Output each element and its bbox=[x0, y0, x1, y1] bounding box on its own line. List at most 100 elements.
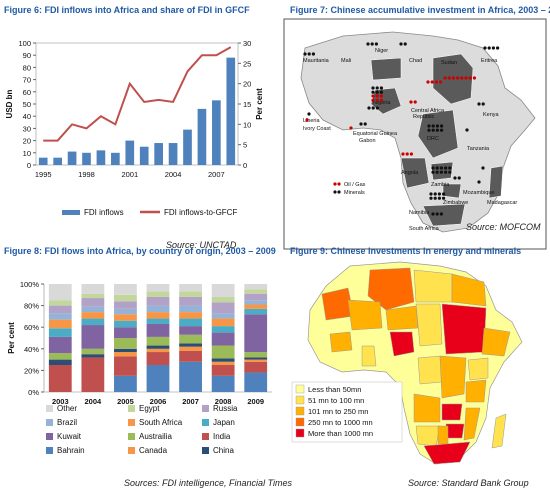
fig7-label-sudan: Sudan bbox=[441, 60, 457, 66]
fig6-ytick-label: 10 bbox=[23, 149, 31, 158]
fig7-investment-dot bbox=[431, 124, 435, 128]
fig9-region-south-africa bbox=[423, 441, 471, 465]
fig7-label-kenya: Kenya bbox=[483, 112, 500, 118]
fig8-segment bbox=[211, 358, 235, 362]
fig9-region-sudan bbox=[441, 303, 487, 355]
fig7-legend-oil-marker bbox=[333, 182, 337, 186]
fig7-investment-dot bbox=[435, 166, 439, 170]
fig6-xtick-label: 2001 bbox=[121, 170, 138, 179]
fig7-label-equatorial-guinea: Equatorial Guinea bbox=[353, 131, 398, 137]
fig7-label-south-africa: South Africa bbox=[409, 226, 440, 232]
fig7-label-mali: Mali bbox=[341, 58, 351, 64]
fig7-label-liberia: Liberia bbox=[303, 118, 320, 124]
fig7-investment-dot bbox=[303, 52, 307, 56]
fig7-label-angola: Angola bbox=[401, 170, 419, 176]
fig7-label-mauritania: Mauritania bbox=[303, 58, 330, 64]
fig9-region-algeria bbox=[367, 267, 415, 311]
fig7-investment-dot bbox=[448, 166, 452, 170]
fig7-region-niger bbox=[370, 57, 402, 81]
fig7-investment-dot bbox=[447, 76, 451, 80]
fig6-title: Figure 6: FDI inflows into Africa and sh… bbox=[4, 5, 250, 15]
fig7-investment-dots bbox=[303, 42, 500, 216]
fig6-bar bbox=[82, 152, 91, 165]
fig8-legend-swatch bbox=[46, 419, 53, 426]
fig7-investment-dot bbox=[439, 80, 443, 84]
fig8-xtick-label: 2009 bbox=[247, 397, 264, 406]
fig8-segment bbox=[114, 338, 137, 349]
fig8-segment bbox=[244, 300, 268, 305]
fig9-title: Figure 9: Chinese investments in energy … bbox=[290, 246, 522, 256]
fig7-label-central-africa: Central Africa bbox=[411, 108, 445, 114]
fig8-legend-label: Bahrain bbox=[57, 446, 85, 455]
fig7-map: Mauritania Mali Niger Chad Sudan Eritrea… bbox=[283, 18, 547, 250]
fig8-segment bbox=[244, 361, 268, 373]
fig7-label-namibia: Namibia bbox=[409, 210, 430, 216]
fig7-investment-dot bbox=[413, 100, 417, 104]
fig8-segment bbox=[244, 308, 268, 315]
fig7-label-zimbabwe: Zimbabwe bbox=[443, 200, 468, 206]
fig6-legend-marker-bars bbox=[62, 210, 80, 215]
fig8-segment bbox=[179, 350, 202, 362]
fig8-legend-label: Other bbox=[57, 404, 77, 413]
fig7-investment-dot bbox=[430, 80, 434, 84]
fig7-investment-dot bbox=[435, 170, 439, 174]
fig6-bar bbox=[139, 146, 149, 165]
fig6-legend-line: FDI inflows-to-GFCF bbox=[164, 208, 237, 217]
fig7-investment-dot bbox=[399, 42, 403, 46]
fig7-investment-dot bbox=[363, 122, 367, 126]
fig7-investment-dot bbox=[427, 128, 431, 132]
fig8-segment bbox=[114, 284, 137, 295]
fig8-segment bbox=[114, 352, 137, 357]
fig7-investment-dot bbox=[444, 170, 448, 174]
fig8-segment bbox=[211, 318, 235, 327]
fig9-region-drc bbox=[439, 355, 467, 399]
fig9-map: Less than 50mn 51 mn to 100 mn 101 mn to 2… bbox=[291, 261, 523, 465]
fig9-region-botswana bbox=[437, 425, 449, 445]
fig6-bar bbox=[111, 152, 120, 165]
fig7-label-zambia: Zambia bbox=[431, 182, 450, 188]
fig8-segment bbox=[81, 325, 105, 349]
fig8-segment bbox=[244, 304, 268, 309]
fig6-ytick-label: 80 bbox=[23, 63, 31, 72]
fig9-legend-swatch bbox=[295, 406, 305, 416]
fig7-region-south-africa bbox=[422, 203, 466, 227]
fig8-segment bbox=[48, 300, 72, 306]
fig7-investment-dot bbox=[496, 46, 500, 50]
fig6-bar bbox=[168, 143, 178, 165]
fig9-legend-label: More than 1000 mn bbox=[308, 429, 373, 438]
fig7-investment-dot bbox=[434, 80, 438, 84]
fig7-label-madagascar: Madagascar bbox=[487, 200, 517, 206]
fig7-investment-dot bbox=[444, 166, 448, 170]
fig8-segment bbox=[48, 328, 72, 337]
fig9-region-chad bbox=[415, 303, 443, 347]
fig8-segment bbox=[244, 293, 268, 301]
fig8-segment bbox=[179, 343, 202, 347]
fig9-legend-label: 101 mn to 250 mn bbox=[308, 407, 368, 416]
fig7-region-zimbabwe bbox=[442, 183, 462, 199]
fig7-investment-dot bbox=[464, 76, 468, 80]
fig8-segment bbox=[179, 334, 202, 344]
fig7-investment-dot bbox=[451, 76, 455, 80]
fig9-region-angola bbox=[413, 393, 441, 423]
fig7-investment-dot bbox=[477, 102, 481, 106]
fig7-investment-dot bbox=[442, 196, 446, 200]
fig7-investment-dot bbox=[442, 192, 446, 196]
fig8-segment bbox=[146, 318, 170, 324]
fig7-investment-dot bbox=[371, 86, 375, 90]
fig7-investment-dot bbox=[367, 106, 371, 110]
fig8-segment bbox=[81, 293, 105, 299]
fig7-investment-dot bbox=[375, 98, 379, 102]
fig8-legend-swatch bbox=[128, 433, 135, 440]
fig6-bar bbox=[53, 157, 62, 165]
fig8-legend-label: Japan bbox=[213, 418, 235, 427]
fig7-investment-dot bbox=[311, 52, 315, 56]
fig9-region-niger bbox=[385, 305, 419, 331]
fig7-investment-dot bbox=[437, 192, 441, 196]
fig7-investment-dot bbox=[403, 42, 407, 46]
fig6-ytick-label: 0 bbox=[27, 161, 31, 170]
fig6-ytick-label: 90 bbox=[23, 51, 31, 60]
fig8-segment bbox=[48, 353, 72, 360]
fig7-label-gabon: Gabon bbox=[359, 138, 376, 144]
fig8-title: Figure 8: FDI flows into Africa, by coun… bbox=[4, 246, 276, 256]
